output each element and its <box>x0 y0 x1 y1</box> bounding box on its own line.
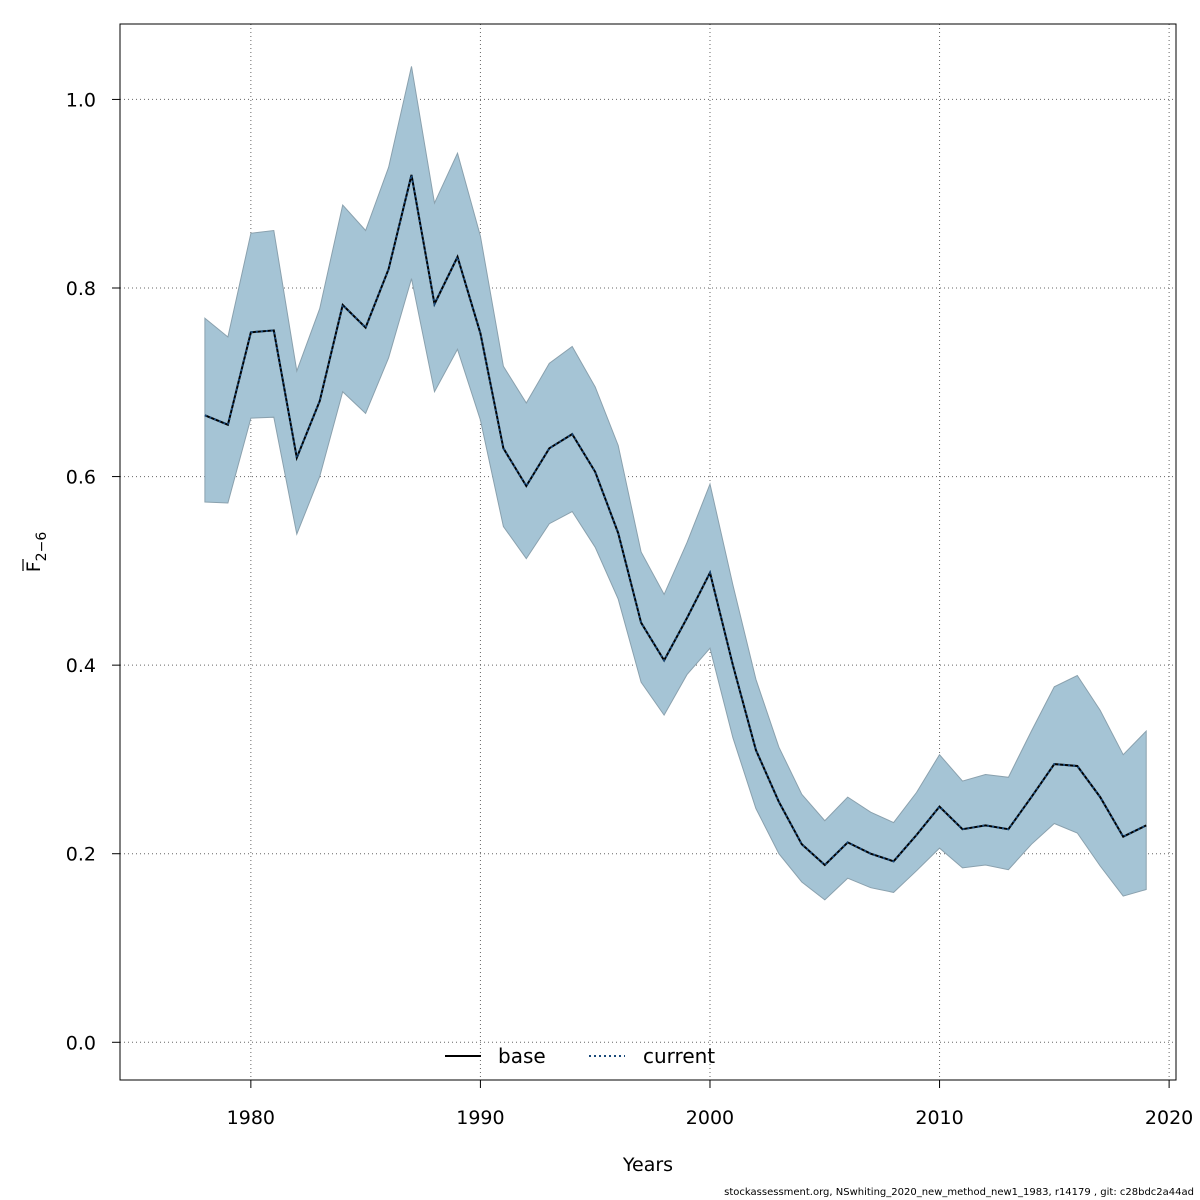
x-axis: 1980 1990 2000 2010 2020 <box>227 1079 1193 1129</box>
svg-text:F2−6: F2−6 <box>23 532 50 573</box>
x-tick-label: 2010 <box>915 1107 963 1129</box>
legend-label-current: current <box>643 1044 715 1068</box>
x-tick-label: 1990 <box>456 1107 504 1129</box>
y-axis-title-subscript: 2−6 <box>34 532 50 562</box>
y-axis-title: F2−6 <box>22 532 50 573</box>
x-tick-label: 2020 <box>1145 1107 1193 1129</box>
y-axis-title-main: F <box>23 561 45 572</box>
y-axis: 0.0 0.2 0.4 0.6 0.8 1.0 <box>66 89 121 1054</box>
x-tick-label: 1980 <box>227 1107 275 1129</box>
legend-label-base: base <box>498 1044 546 1068</box>
x-tick-label: 2000 <box>686 1107 734 1129</box>
footer-source-text: stockassessment.org, NSwhiting_2020_new_… <box>724 1187 1194 1198</box>
y-tick-label: 0.6 <box>66 467 96 489</box>
y-tick-label: 1.0 <box>66 89 96 111</box>
grid <box>120 24 1176 1080</box>
x-axis-title: Years <box>622 1154 673 1176</box>
confidence-band <box>204 66 1147 901</box>
series-line-current <box>204 174 1147 867</box>
y-tick-label: 0.0 <box>66 1032 96 1054</box>
y-tick-label: 0.8 <box>66 278 96 300</box>
y-tick-label: 0.2 <box>66 844 96 866</box>
y-tick-label: 0.4 <box>66 655 96 677</box>
legend: base current <box>445 1044 715 1068</box>
plot-frame <box>119 23 1177 1081</box>
